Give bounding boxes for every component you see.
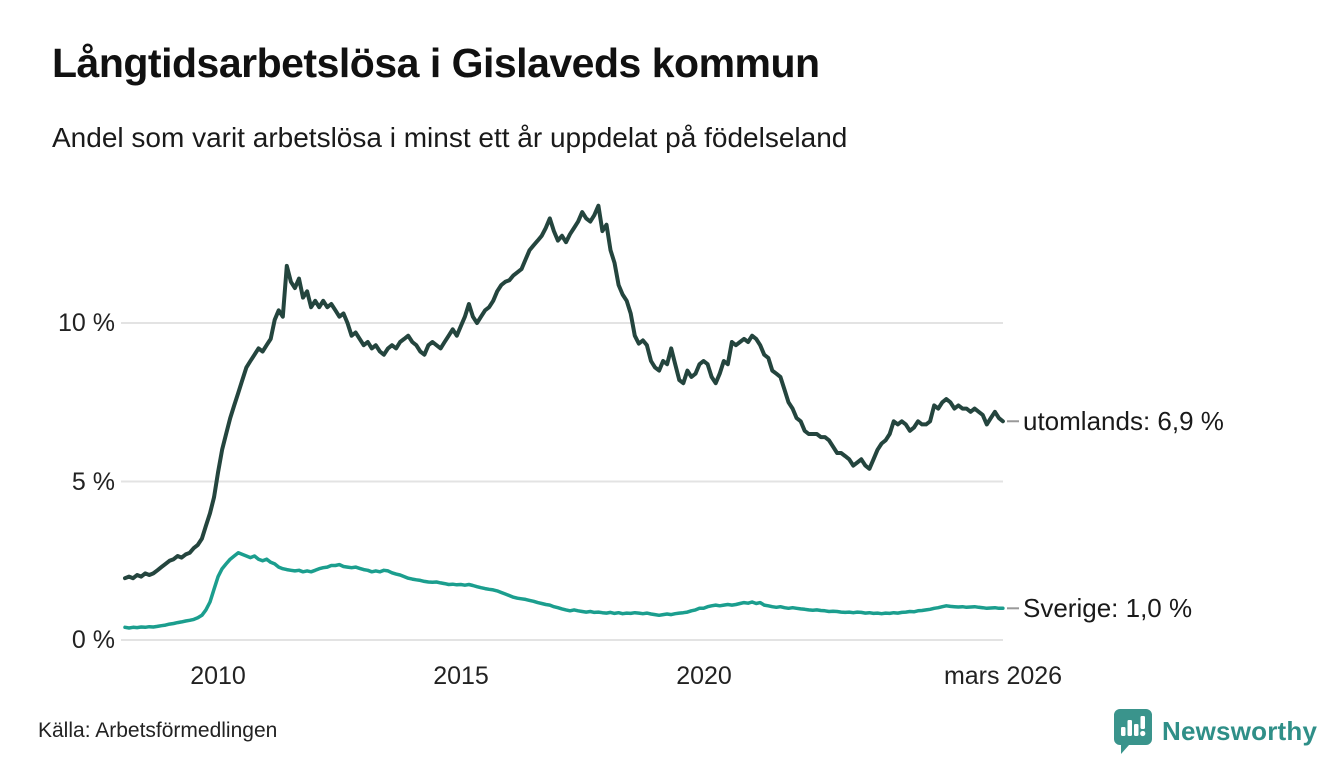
y-tick-label: 0 % [71, 626, 115, 654]
line-utomlands [123, 203, 1005, 581]
series-label-sverige: Sverige: 1,0 % [1023, 593, 1193, 624]
y-tick-label: 5 % [71, 467, 115, 496]
x-tick-label: mars 2026 [943, 662, 1063, 690]
chart-title: Långtidsarbetslösa i Gislaveds kommun [52, 40, 820, 86]
line-sverige [123, 551, 1005, 630]
series-label-utomlands: utomlands: 6,9 % [1023, 406, 1224, 437]
y-tick-label: 10 % [58, 309, 115, 337]
newsworthy-logo-icon [1114, 709, 1152, 754]
x-tick-label: 2020 [676, 662, 732, 690]
newsworthy-logo-text: Newsworthy [1162, 715, 1318, 746]
x-tick-label: 2010 [190, 662, 246, 690]
source-note: Källa: Arbetsförmedlingen [38, 719, 278, 742]
newsworthy-logo: Newsworthy [1112, 707, 1317, 755]
x-tick-label: 2015 [433, 662, 489, 690]
chart-subtitle: Andel som varit arbetslösa i minst ett å… [52, 122, 848, 153]
